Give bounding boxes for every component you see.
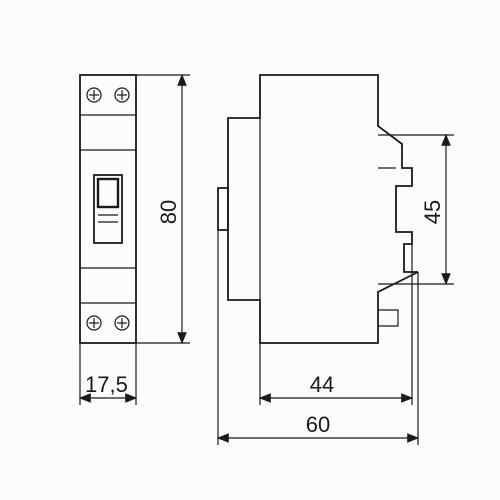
- dim-label-60: 60: [306, 412, 330, 437]
- dim-side-44: 44: [260, 244, 412, 405]
- dim-label-45: 45: [420, 200, 445, 224]
- side-view: [218, 75, 418, 343]
- front-view: [80, 75, 136, 343]
- technical-drawing: 17,5 80 44 60: [0, 0, 500, 500]
- dim-label-17-5: 17,5: [85, 372, 128, 397]
- dim-label-80: 80: [156, 200, 181, 224]
- dim-front-height: 80: [136, 75, 190, 343]
- dim-front-width: 17,5: [80, 343, 136, 405]
- dim-side-60: 60: [218, 230, 418, 445]
- dim-side-45: 45: [378, 135, 454, 284]
- dim-label-44: 44: [310, 372, 334, 397]
